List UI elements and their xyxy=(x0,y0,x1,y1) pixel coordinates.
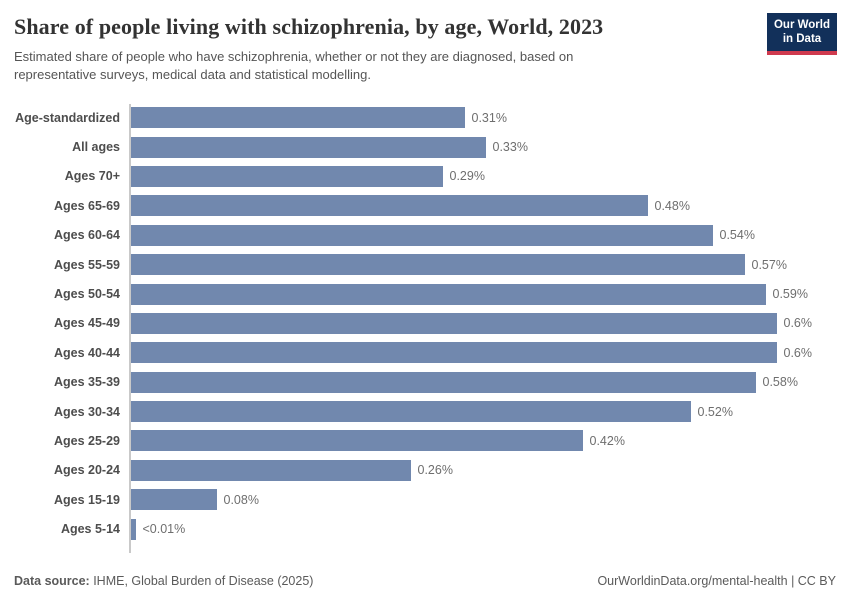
data-source-label: Data source: xyxy=(14,574,90,588)
age-group-label: Ages 55-59 xyxy=(53,257,120,272)
value-label: 0.6% xyxy=(783,316,813,331)
chart-row: Ages 15-19 0.08% xyxy=(0,485,850,514)
value-label: <0.01% xyxy=(142,522,186,537)
bar xyxy=(130,283,766,305)
chart-row: Ages 45-49 0.6% xyxy=(0,309,850,338)
owid-logo-line1: Our World xyxy=(773,19,830,31)
credit-text: OurWorldinData.org/mental-health | CC BY xyxy=(597,574,836,588)
age-group-label: Ages 50-54 xyxy=(53,287,120,302)
value-label: 0.57% xyxy=(751,257,787,272)
data-source-value: IHME, Global Burden of Disease (2025) xyxy=(89,574,314,588)
data-source: Data source: IHME, Global Burden of Dise… xyxy=(14,574,313,588)
age-group-label: Age-standardized xyxy=(15,110,120,125)
bar xyxy=(130,342,777,364)
age-group-label: Ages 45-49 xyxy=(53,316,120,331)
age-group-label: Ages 20-24 xyxy=(53,463,120,478)
chart-subtitle-line1: Estimated share of people who have schiz… xyxy=(14,48,574,64)
age-group-label: Ages 65-69 xyxy=(53,198,120,213)
value-label: 0.42% xyxy=(589,433,625,448)
chart-row: Ages 25-29 0.42% xyxy=(0,426,850,455)
chart-subtitle: Estimated share of people who have schiz… xyxy=(14,48,750,85)
header: Share of people living with schizophreni… xyxy=(14,13,750,85)
age-group-label: Ages 35-39 xyxy=(53,375,120,390)
bar xyxy=(130,459,411,481)
age-group-label: Ages 60-64 xyxy=(53,228,120,243)
chart-title: Share of people living with schizophreni… xyxy=(14,14,604,39)
chart-row: Ages 55-59 0.57% xyxy=(0,250,850,279)
owid-logo: Our World in Data xyxy=(767,13,837,55)
value-label: 0.48% xyxy=(654,198,690,213)
bar xyxy=(130,430,583,452)
chart-row: Ages 60-64 0.54% xyxy=(0,221,850,250)
value-label: 0.59% xyxy=(772,287,808,302)
bar xyxy=(130,165,443,187)
bar xyxy=(130,371,756,393)
chart-rows: Age-standardized 0.31% All ages 0.33% Ages 7… xyxy=(0,103,850,544)
value-label: 0.6% xyxy=(783,345,813,360)
bar xyxy=(130,224,713,246)
bar xyxy=(130,107,465,129)
chart-row: Ages 65-69 0.48% xyxy=(0,191,850,220)
bar xyxy=(130,254,745,276)
value-label: 0.33% xyxy=(492,140,528,155)
age-group-label: Ages 70+ xyxy=(64,169,120,184)
chart-row: Ages 40-44 0.6% xyxy=(0,338,850,367)
chart-row: All ages 0.33% xyxy=(0,132,850,161)
bar xyxy=(130,518,136,540)
y-axis-line xyxy=(129,104,131,553)
value-label: 0.52% xyxy=(697,404,733,419)
age-group-label: Ages 15-19 xyxy=(53,492,120,507)
chart-row: Ages 70+ 0.29% xyxy=(0,162,850,191)
bar xyxy=(130,489,217,511)
chart-row: Ages 35-39 0.58% xyxy=(0,368,850,397)
chart-row: Ages 30-34 0.52% xyxy=(0,397,850,426)
chart-row: Ages 20-24 0.26% xyxy=(0,456,850,485)
age-group-label: Ages 25-29 xyxy=(53,433,120,448)
value-label: 0.31% xyxy=(471,110,507,125)
value-label: 0.26% xyxy=(417,463,453,478)
chart-row: Ages 5-14 <0.01% xyxy=(0,514,850,543)
bar-chart: Age-standardized 0.31% All ages 0.33% Ages 7… xyxy=(0,103,850,553)
value-label: 0.08% xyxy=(223,492,259,507)
age-group-label: All ages xyxy=(72,140,120,155)
bar xyxy=(130,195,648,217)
chart-footer: Data source: IHME, Global Burden of Dise… xyxy=(14,574,836,588)
age-group-label: Ages 30-34 xyxy=(53,404,120,419)
bar xyxy=(130,136,486,158)
bar xyxy=(130,312,777,334)
chart-row: Age-standardized 0.31% xyxy=(0,103,850,132)
value-label: 0.58% xyxy=(762,375,798,390)
value-label: 0.29% xyxy=(449,169,485,184)
chart-subtitle-line2: representative surveys, medical data and… xyxy=(14,67,371,83)
age-group-label: Ages 5-14 xyxy=(60,522,120,537)
owid-logo-line2: in Data xyxy=(782,33,822,46)
bar xyxy=(130,401,691,423)
age-group-label: Ages 40-44 xyxy=(53,345,120,360)
chart-row: Ages 50-54 0.59% xyxy=(0,279,850,308)
value-label: 0.54% xyxy=(719,228,755,243)
